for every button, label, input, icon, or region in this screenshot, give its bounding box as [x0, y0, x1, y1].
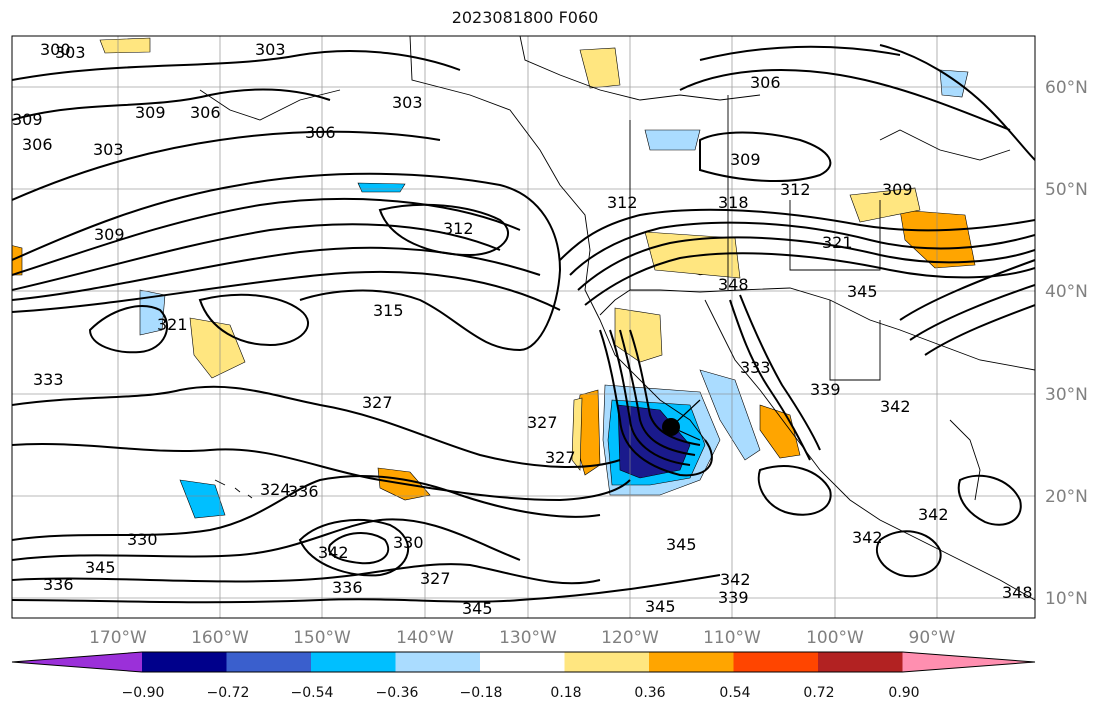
lon-label: 90°W: [909, 628, 956, 648]
contour-label: 327: [545, 448, 576, 467]
contour-label: 345: [462, 599, 493, 618]
lat-label: 10°N: [1045, 589, 1088, 609]
contour-label: 345: [85, 558, 116, 577]
contour-label: 306: [305, 123, 336, 142]
contour-label: 348: [718, 275, 749, 294]
lat-label: 50°N: [1045, 180, 1088, 200]
contour-label: 345: [847, 282, 878, 301]
contour-label: 306: [750, 73, 781, 92]
longitude-axis: 170°W 160°W 150°W 140°W 130°W 120°W 110°…: [89, 628, 956, 648]
contour-label: 327: [362, 393, 393, 412]
contour-label: 327: [420, 569, 451, 588]
lon-label: 110°W: [703, 628, 761, 648]
shade-positive-moderate: [899, 209, 976, 269]
contour-label: 309: [135, 103, 166, 122]
contour-label: 309: [882, 180, 913, 199]
contour-label: 318: [718, 193, 749, 212]
contour-label: 342: [918, 505, 949, 524]
shade-negative-moderate: [357, 182, 406, 193]
contour-label: 342: [852, 528, 883, 547]
contour-label: 336: [332, 578, 363, 597]
lon-label: 150°W: [293, 628, 351, 648]
contour-label: 324: [260, 480, 291, 499]
shade-negative-weak: [699, 369, 761, 461]
lon-label: 120°W: [601, 628, 659, 648]
contour-label: 321: [822, 233, 853, 252]
lon-label: 100°W: [806, 628, 864, 648]
contour-labels: 300 303 303 303 303 306 306 306 306 309 …: [12, 40, 1033, 618]
contour-label: 306: [190, 103, 221, 122]
contour-label: 312: [780, 180, 811, 199]
height-contours: [12, 44, 1035, 604]
contour-label: 303: [55, 43, 86, 62]
shade-positive-weak: [614, 307, 663, 363]
lat-label: 40°N: [1045, 282, 1088, 302]
shade-negative-weak: [644, 129, 701, 151]
lon-label: 130°W: [499, 628, 557, 648]
contour-label: 321: [157, 315, 188, 334]
shade-positive-moderate: [12, 245, 23, 276]
shade-positive-weak: [571, 397, 583, 471]
storm-track-icon: [670, 399, 701, 441]
contour-label: 330: [127, 530, 158, 549]
contour-label: 303: [392, 93, 423, 112]
latitude-axis: 60°N 50°N 40°N 30°N 20°N 10°N: [1045, 78, 1088, 609]
lat-label: 20°N: [1045, 487, 1088, 507]
lon-label: 160°W: [191, 628, 249, 648]
contour-label: 312: [443, 219, 474, 238]
contour-label: 303: [93, 140, 124, 159]
contour-label: 309: [730, 150, 761, 169]
contour-label: 342: [720, 570, 751, 589]
contour-label: 330: [393, 533, 424, 552]
contour-label: 342: [318, 543, 349, 562]
lat-label: 30°N: [1045, 385, 1088, 405]
lon-label: 170°W: [89, 628, 147, 648]
contour-label: 339: [810, 380, 841, 399]
gridlines: [12, 36, 1035, 618]
shade-positive-weak: [99, 37, 151, 54]
lat-label: 60°N: [1045, 78, 1088, 98]
contour-label: 309: [12, 110, 43, 129]
map-title: 2023081800 F060: [451, 8, 599, 27]
map-frame: [11, 35, 1036, 619]
contour-label: 327: [527, 413, 558, 432]
contour-label: 336: [43, 575, 74, 594]
shade-positive-weak: [579, 47, 621, 89]
contour-label: 342: [880, 397, 911, 416]
shade-negative-weak: [139, 289, 166, 336]
contour-label: 309: [94, 225, 125, 244]
map-background: [12, 36, 1035, 618]
shading-layer: [12, 37, 976, 519]
contour-label: 300: [40, 40, 71, 59]
contour-label: 336: [288, 482, 319, 501]
contour-label: 306: [22, 135, 53, 154]
contour-label: 345: [666, 535, 697, 554]
shade-positive-weak: [849, 187, 921, 223]
contour-label: 333: [33, 370, 64, 389]
contour-label: 312: [607, 193, 638, 212]
contour-label: 303: [255, 40, 286, 59]
contour-label: 339: [718, 588, 749, 607]
contour-label: 348: [1002, 583, 1033, 602]
contour-label: 345: [645, 597, 676, 616]
shade-positive-weak: [189, 317, 246, 379]
contour-label: 333: [740, 358, 771, 377]
lon-label: 140°W: [396, 628, 454, 648]
contour-label: 315: [373, 301, 404, 320]
shade-negative-moderate: [179, 479, 226, 519]
